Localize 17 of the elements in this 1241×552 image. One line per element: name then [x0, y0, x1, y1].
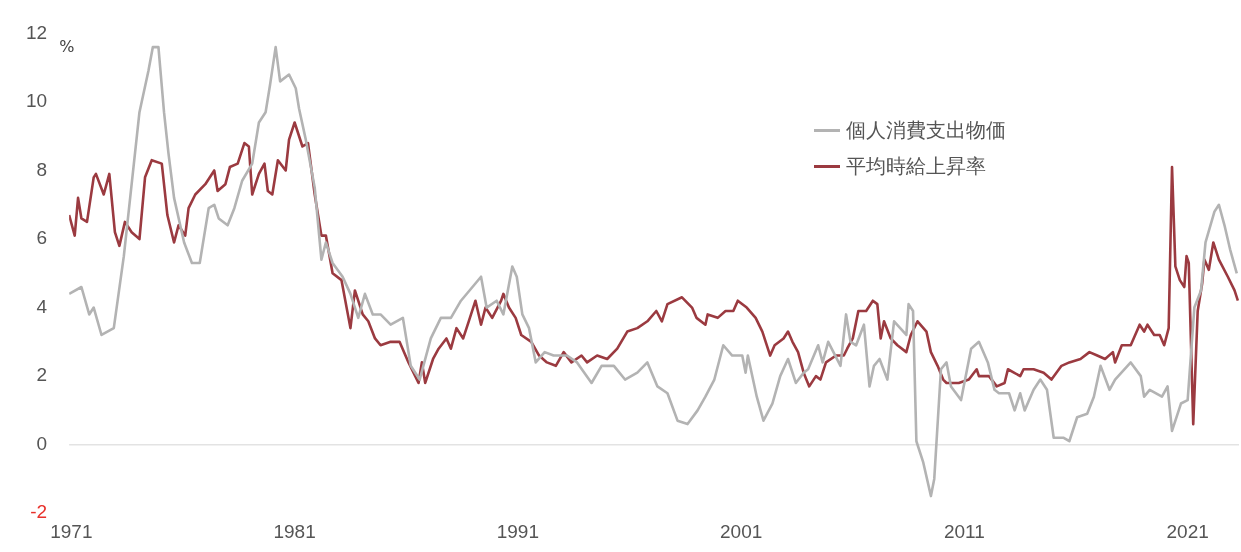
x-tick-label: 1981	[273, 520, 316, 542]
y-tick-label: 2	[36, 364, 48, 386]
x-tick-label: 1971	[50, 520, 93, 542]
y-tick-label: 12	[25, 21, 48, 43]
y-tick-label: 4	[36, 295, 48, 317]
legend-label: 平均時給上昇率	[846, 152, 986, 180]
x-tick-label: 2011	[943, 520, 985, 542]
x-tick-label: 2001	[720, 520, 763, 542]
y-tick-label: 8	[36, 158, 48, 180]
y-tick-label: 10	[25, 90, 48, 112]
x-tick-label: 2021	[1166, 520, 1209, 542]
y-axis-title: %	[59, 36, 75, 56]
y-tick-label: -2	[30, 501, 48, 523]
x-tick-label: 1991	[496, 520, 540, 542]
y-tick-label: 6	[36, 227, 48, 249]
legend-label: 個人消費支出物価	[846, 116, 1006, 144]
y-tick-label: 0	[36, 432, 48, 454]
